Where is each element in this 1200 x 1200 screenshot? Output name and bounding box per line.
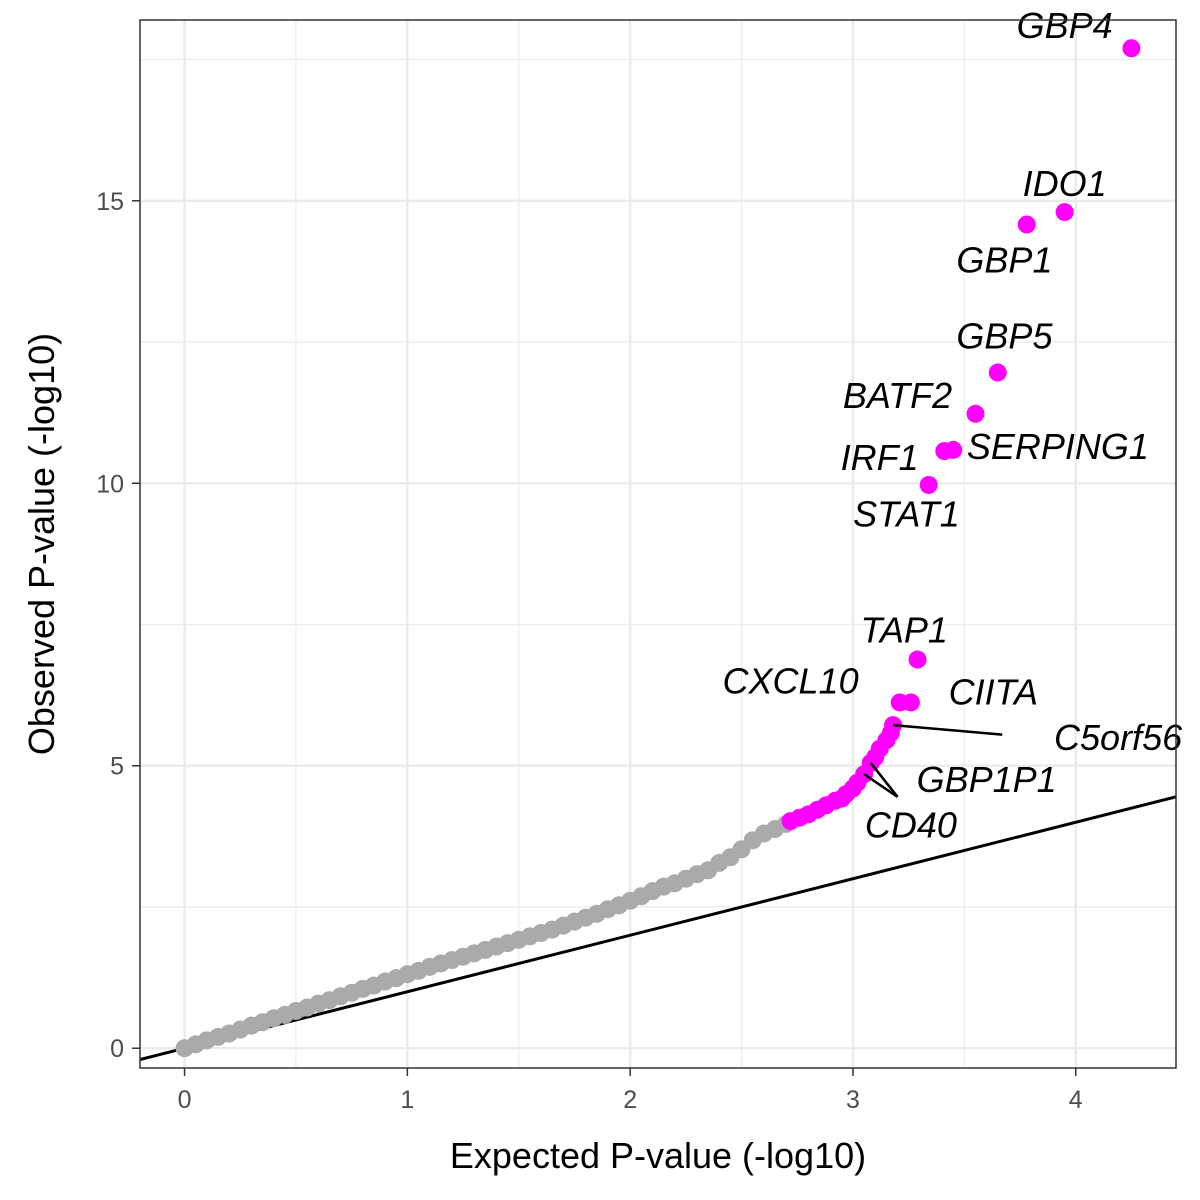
points-layer	[175, 39, 1141, 1058]
y-tick-label: 0	[110, 1035, 124, 1063]
x-axis-title: Expected P-value (-log10)	[450, 1135, 866, 1176]
gene-label-gbp1: GBP1	[956, 239, 1052, 280]
gene-label-stat1: STAT1	[853, 494, 960, 535]
point-significant	[966, 404, 985, 423]
gene-label-gbp1p1: GBP1P1	[917, 759, 1057, 800]
point-significant	[988, 363, 1007, 382]
gene-label-ciita: CIITA	[949, 672, 1038, 713]
leader-line-cd40	[863, 773, 899, 798]
gene-label-gbp4: GBP4	[1017, 5, 1113, 46]
y-tick-label: 15	[96, 188, 124, 216]
y-axis-title: Observed P-value (-log10)	[21, 333, 62, 755]
point-significant	[1017, 215, 1036, 234]
gene-label-ido1: IDO1	[1023, 163, 1107, 204]
gene-label-c5orf56: C5orf56	[1054, 717, 1183, 758]
point-significant	[1055, 203, 1074, 222]
point-significant	[1122, 39, 1141, 58]
leader-lines	[863, 723, 1003, 798]
point-significant	[944, 440, 963, 459]
y-tick-label: 10	[96, 470, 124, 498]
point-significant	[908, 650, 927, 669]
gene-label-batf2: BATF2	[843, 375, 952, 416]
leader-line-gbp1p1	[869, 762, 899, 798]
point-significant	[919, 475, 938, 494]
gene-label-tap1: TAP1	[861, 609, 948, 650]
reference-line-layer	[140, 795, 1176, 1061]
plot-border	[139, 19, 1177, 1069]
reference-line	[140, 795, 1176, 1061]
axes: 0 1 2 3 4 0 5 10 15	[96, 188, 1083, 1114]
point-significant	[901, 693, 920, 712]
gene-label-irf1: IRF1	[841, 437, 919, 478]
x-tick-label: 4	[1069, 1086, 1083, 1114]
gene-label-cd40: CD40	[865, 804, 957, 845]
leader-line-c5orf56	[892, 723, 1003, 736]
gene-label-cxcl10: CXCL10	[723, 660, 859, 701]
gene-label-serping1: SERPING1	[967, 426, 1149, 467]
x-tick-label: 1	[400, 1086, 414, 1114]
gene-label-gbp5: GBP5	[956, 316, 1053, 357]
x-tick-label: 3	[846, 1086, 860, 1114]
x-tick-label: 0	[178, 1086, 192, 1114]
x-tick-label: 2	[623, 1086, 637, 1114]
y-tick-label: 5	[110, 753, 124, 781]
